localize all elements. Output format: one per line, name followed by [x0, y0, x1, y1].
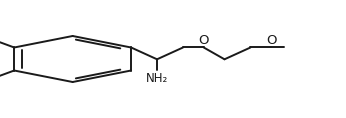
Text: O: O: [199, 34, 209, 47]
Text: O: O: [266, 34, 276, 47]
Text: NH₂: NH₂: [146, 72, 168, 85]
